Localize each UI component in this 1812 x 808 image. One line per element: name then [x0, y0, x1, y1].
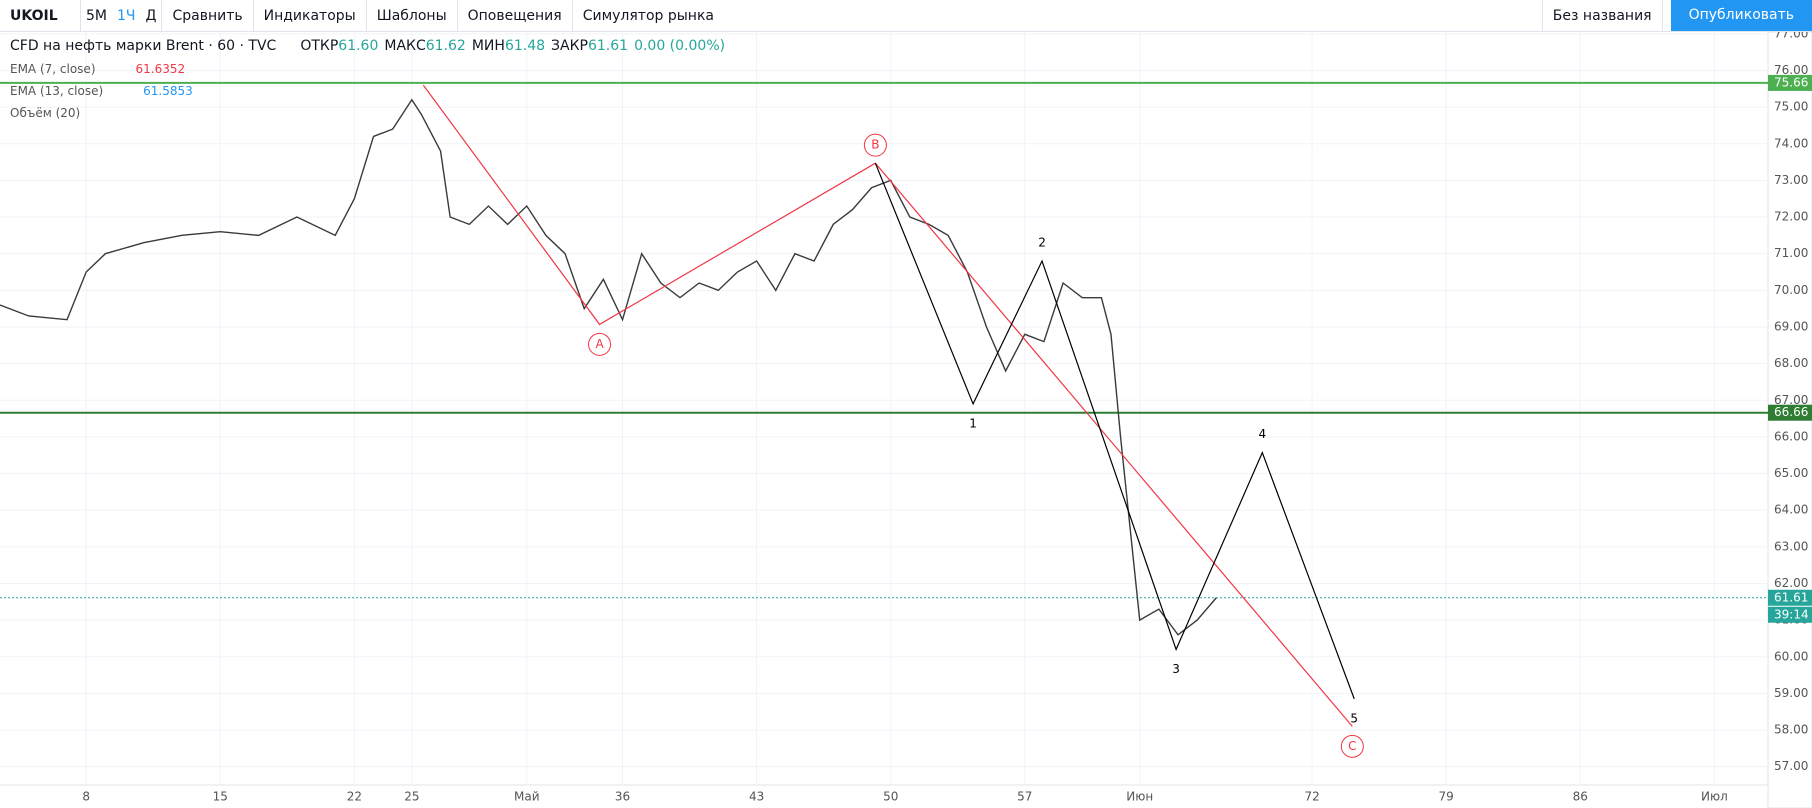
interval[interactable]: 5М — [86, 7, 107, 24]
wave-label-circle — [588, 332, 612, 356]
y-tick-label: 63.00 — [1774, 539, 1808, 553]
wave-label: 5 — [1350, 711, 1358, 725]
x-tick-label: 22 — [347, 790, 362, 804]
wave-line — [422, 84, 1353, 727]
indicator: EMA (7, close) 61.6352 — [10, 62, 725, 76]
toolbar-button[interactable]: Шаблоны — [376, 7, 447, 24]
x-tick-label: 86 — [1573, 790, 1588, 804]
layout-name[interactable]: Без названия — [1552, 7, 1652, 24]
level-tag — [1768, 74, 1812, 91]
countdown: 39:14 — [1774, 607, 1809, 621]
ohlc-value: 61.61 — [587, 38, 629, 54]
chart: 57.0058.0059.0060.0061.0062.0063.0064.00… — [0, 32, 1812, 808]
y-tick-label: 67.00 — [1774, 393, 1808, 407]
ohlc-label: ЗАКР — [551, 38, 588, 54]
x-tick-label: 43 — [749, 790, 764, 804]
indicator-name: Объём (20) — [10, 106, 81, 120]
legend: CFD на нефть марки Brent · 60 · TVC ОТКР6… — [10, 38, 725, 120]
x-tick-label: 8 — [82, 790, 90, 804]
x-tick-label: 79 — [1439, 790, 1454, 804]
sep — [365, 0, 367, 31]
x-tick-label: Июл — [1701, 790, 1728, 804]
price-line — [0, 98, 1217, 636]
last-price-label: 61.61 — [1774, 590, 1808, 604]
toolbar-button[interactable]: Симулятор рынка — [582, 7, 714, 24]
publish-button[interactable]: Опубликовать — [1670, 0, 1812, 31]
sep — [1541, 0, 1543, 31]
level-label: 66.66 — [1774, 405, 1808, 419]
indicator: EMA (13, close) 61.5853 — [10, 84, 725, 98]
x-tick-label: Май — [514, 790, 540, 804]
wave-label: B — [871, 138, 879, 152]
wave-label: 1 — [969, 416, 977, 430]
y-tick-label: 60.00 — [1774, 649, 1808, 663]
ohlc-label: МИН — [471, 38, 505, 54]
toolbar: UKOIL 5М 1Ч Д Сравнить Индикаторы Шаблоны Опове… — [0, 0, 1812, 32]
x-tick-label: Июн — [1126, 790, 1153, 804]
sep — [456, 0, 458, 31]
wave-label-circle — [1340, 734, 1364, 758]
x-tick-label: 25 — [404, 790, 419, 804]
sep — [571, 0, 573, 31]
x-tick-label: 15 — [213, 790, 228, 804]
symbol[interactable]: UKOIL — [10, 7, 58, 24]
ohlc-value: 61.48 — [504, 38, 546, 54]
y-tick-label: 58.00 — [1774, 723, 1808, 737]
y-tick-label: 59.00 — [1774, 686, 1808, 700]
y-tick-label: 71.00 — [1774, 246, 1808, 260]
y-tick-label: 57.00 — [1774, 759, 1808, 773]
wave-label: 2 — [1038, 236, 1046, 250]
indicator-name: EMA (7, close) — [10, 62, 96, 76]
sep — [161, 0, 163, 31]
ohlc-label: МАКС — [384, 38, 426, 54]
y-tick-label: 68.00 — [1774, 356, 1808, 370]
indicator-value: 61.6352 — [135, 62, 186, 76]
toolbar-button[interactable]: Сравнить — [172, 7, 243, 24]
y-tick-label: 73.00 — [1774, 173, 1808, 187]
wave-line — [874, 162, 1355, 700]
wave-label: 4 — [1258, 427, 1266, 441]
y-tick-label: 69.00 — [1774, 319, 1808, 333]
interval[interactable]: Д — [145, 7, 157, 24]
change: 0.00 (0.00%) — [634, 38, 726, 54]
ohlc-value: 61.60 — [338, 38, 379, 54]
toolbar-button[interactable]: Оповещения — [467, 7, 562, 24]
y-tick-label: 77.00 — [1774, 32, 1808, 40]
legend-row: CFD на нефть марки Brent · 60 · TVC ОТКР6… — [10, 38, 725, 54]
y-tick-label: 74.00 — [1774, 136, 1808, 150]
indicator: Объём (20) — [10, 106, 725, 120]
y-tick-label: 66.00 — [1774, 429, 1808, 443]
sep — [252, 0, 254, 31]
toolbar-button[interactable]: Индикаторы — [263, 7, 356, 24]
level-label: 75.66 — [1774, 75, 1808, 89]
y-tick-label: 75.00 — [1774, 100, 1808, 114]
legend-title: CFD на нефть марки Brent · 60 · TVC — [10, 38, 277, 54]
sep — [80, 0, 81, 31]
y-tick-label: 72.00 — [1774, 210, 1808, 224]
ohlc-label: ОТКР — [300, 38, 339, 54]
x-tick-label: 72 — [1304, 790, 1319, 804]
last-price-tag — [1768, 589, 1812, 606]
y-tick-label: 62.00 — [1774, 576, 1808, 590]
ohlc-value: 61.62 — [425, 38, 466, 54]
indicator-value: 61.5853 — [143, 84, 193, 98]
wave-label: 3 — [1172, 662, 1180, 676]
x-tick-label: 50 — [883, 790, 898, 804]
wave-label: A — [595, 337, 604, 351]
sep — [1661, 0, 1663, 31]
y-tick-label: 76.00 — [1774, 63, 1808, 77]
indicator-name: EMA (13, close) — [10, 84, 104, 98]
y-tick-label: 65.00 — [1774, 466, 1808, 480]
interval[interactable]: 1Ч — [117, 7, 136, 24]
wave-label: C — [1348, 739, 1356, 753]
countdown-tag — [1768, 606, 1812, 623]
x-tick-label: 36 — [615, 790, 630, 804]
wave-label-circle — [863, 133, 887, 157]
level-tag — [1768, 404, 1812, 421]
y-tick-label: 64.00 — [1774, 503, 1808, 517]
y-tick-label: 70.00 — [1774, 283, 1808, 297]
x-tick-label: 57 — [1017, 790, 1032, 804]
